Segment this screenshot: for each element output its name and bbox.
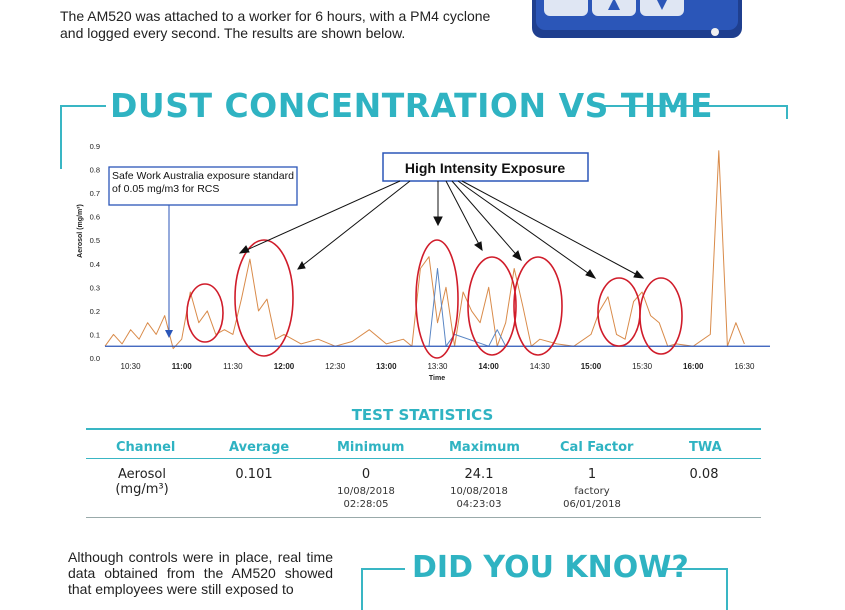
did-you-know-title: DID YOU KNOW?: [412, 550, 689, 585]
annotation-arrowhead: [433, 216, 443, 227]
header-average: Average: [229, 440, 290, 455]
y-tick-label: 0.0: [90, 354, 100, 363]
annotation-arrowhead: [474, 241, 483, 252]
cell-maximum: 24.1 10/08/2018 04:23:03: [439, 467, 519, 511]
maximum-time: 04:23:03: [456, 499, 502, 510]
standard-box: [108, 166, 298, 206]
annotation-arrowhead: [238, 245, 250, 254]
cal-factor-value: 1: [587, 467, 597, 482]
channel-name: Aerosol: [117, 467, 166, 482]
x-tick-label: 15:00: [581, 362, 602, 371]
cell-twa: 0.08: [664, 467, 744, 482]
outro-paragraph: Although controls were in place, real ti…: [68, 549, 333, 597]
title-bracket-left: [60, 105, 106, 169]
standard-arrowhead: [165, 330, 173, 338]
cal-factor-date: 06/01/2018: [563, 499, 621, 510]
minimum-time: 02:28:05: [343, 499, 389, 510]
x-axis-ticks: 10:30 11:00 11:30 12:00 12:30 13:00 13:30 14:00…: [121, 362, 755, 371]
annotation-arrow: [239, 180, 401, 254]
average-value: 0.101: [235, 467, 273, 482]
cell-average: 0.101: [214, 467, 294, 482]
stats-divider-mid: [86, 458, 761, 459]
minimum-date: 10/08/2018: [337, 486, 395, 497]
x-tick-label: 13:30: [427, 362, 448, 371]
dyk-bracket-right: [664, 568, 728, 610]
highlight-ellipse: [639, 277, 683, 355]
annotation-arrowhead: [585, 269, 597, 279]
dyk-bracket-left: [361, 568, 405, 610]
y-tick-label: 0.2: [90, 307, 100, 316]
highlight-ellipse: [186, 283, 224, 343]
annotation-arrow: [461, 180, 644, 279]
stats-title: TEST STATISTICS: [351, 406, 494, 424]
x-tick-label: 12:00: [274, 362, 295, 371]
dust-concentration-chart: 0.0 0.1 0.2 0.3 0.4 0.5 0.6 0.7 0.8 0.9 10:30 11:0…: [77, 142, 770, 382]
annotation-arrowhead: [297, 260, 306, 270]
x-tick-label: 15:30: [632, 362, 653, 371]
header-channel: Channel: [116, 440, 176, 455]
highlight-ellipse: [415, 239, 459, 359]
header-maximum: Maximum: [449, 440, 520, 455]
highlight-ellipses: [186, 239, 683, 359]
cell-minimum: 0 10/08/2018 02:28:05: [326, 467, 406, 511]
annotation-arrows: [238, 180, 645, 279]
twa-value: 0.08: [689, 467, 719, 482]
section-title: DUST CONCENTRATION VS TIME: [110, 86, 714, 125]
channel-unit: (mg/m³): [115, 482, 169, 497]
x-tick-label: 16:30: [734, 362, 755, 371]
y-tick-label: 0.7: [90, 189, 100, 198]
x-tick-label: 12:30: [325, 362, 346, 371]
y-tick-label: 0.3: [90, 283, 100, 292]
highlight-ellipse: [234, 239, 294, 357]
stats-divider-bottom: [86, 517, 761, 518]
annotation-arrowhead: [633, 270, 645, 279]
high-intensity-label: High Intensity Exposure: [405, 160, 565, 176]
cell-cal-factor: 1 factory 06/01/2018: [552, 467, 632, 511]
x-tick-label: 14:30: [530, 362, 551, 371]
x-tick-label: 16:00: [683, 362, 704, 371]
header-minimum: Minimum: [337, 440, 405, 455]
minimum-value: 0: [361, 467, 371, 482]
maximum-date: 10/08/2018: [450, 486, 508, 497]
y-tick-label: 0.8: [90, 166, 100, 175]
cell-channel: Aerosol (mg/m³): [98, 467, 186, 497]
y-tick-label: 0.9: [90, 142, 100, 151]
high-intensity-box: [382, 152, 589, 182]
x-tick-label: 13:00: [376, 362, 397, 371]
x-tick-label: 11:00: [172, 362, 193, 371]
title-bracket-right: [598, 105, 788, 119]
highlight-ellipse: [513, 256, 563, 356]
annotation-arrowhead: [512, 250, 522, 261]
y-axis-label: Aerosol (mg/m³): [77, 204, 84, 258]
annotation-arrow: [451, 180, 522, 261]
y-tick-label: 0.5: [90, 236, 100, 245]
cal-factor-source: factory: [574, 486, 610, 497]
annotation-arrow: [445, 180, 483, 251]
x-tick-label: 14:00: [478, 362, 499, 371]
y-tick-label: 0.6: [90, 213, 100, 222]
x-tick-label: 10:30: [121, 362, 142, 371]
highlight-ellipse: [467, 256, 517, 356]
x-tick-label: 11:30: [223, 362, 243, 371]
x-axis-label: Time: [429, 375, 445, 382]
header-twa: TWA: [689, 440, 722, 455]
annotation-arrow: [457, 180, 596, 279]
y-tick-label: 0.4: [90, 260, 100, 269]
y-tick-label: 0.1: [90, 330, 100, 339]
annotation-arrow: [297, 180, 411, 270]
stats-divider-top: [86, 428, 761, 430]
am520-device-image: [532, 0, 742, 38]
standard-label: Safe Work Australia exposure standard of…: [112, 170, 294, 195]
y-axis-ticks: 0.0 0.1 0.2 0.3 0.4 0.5 0.6 0.7 0.8 0.9: [90, 142, 100, 363]
maximum-value: 24.1: [464, 467, 494, 482]
intro-paragraph: The AM520 was attached to a worker for 6…: [60, 8, 491, 41]
header-cal-factor: Cal Factor: [560, 440, 634, 455]
